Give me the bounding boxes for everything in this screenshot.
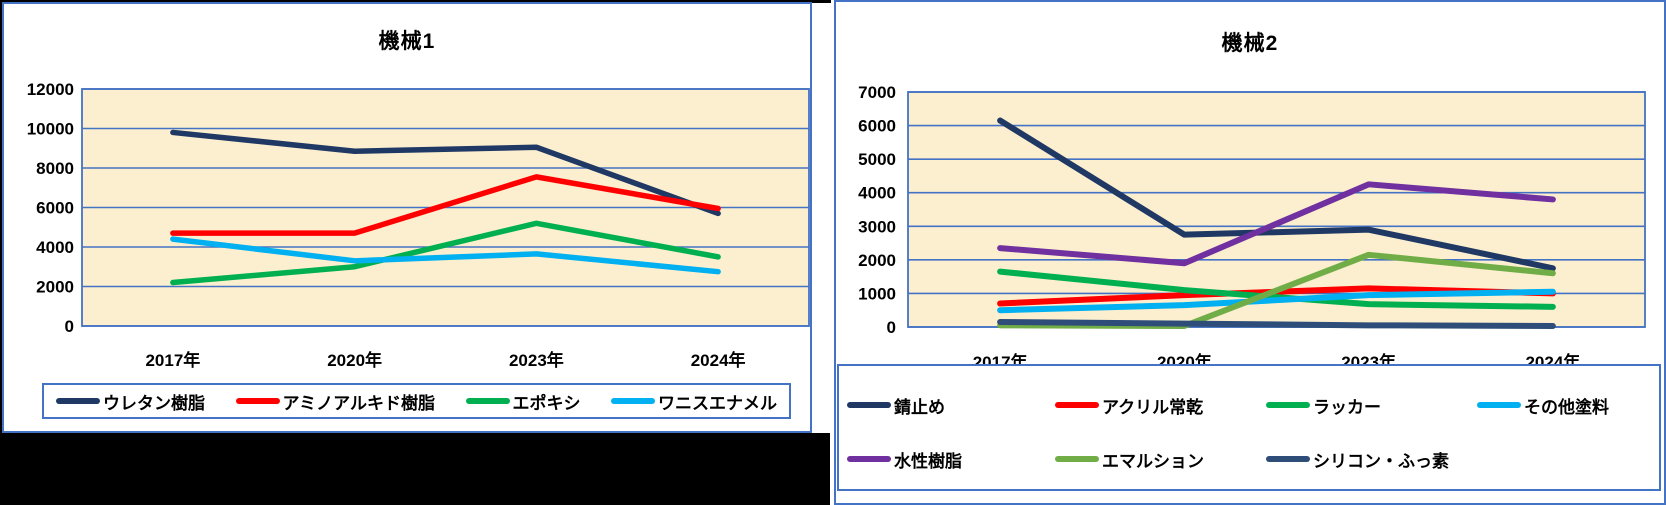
y-tick-label: 3000	[858, 217, 896, 236]
legend-label: ワニスエナメル	[658, 393, 777, 413]
legend-label: 水性樹脂	[894, 451, 962, 471]
legend-label: 錆止め	[894, 397, 945, 417]
y-tick-label: 10000	[27, 120, 74, 139]
legend-item: 錆止め	[847, 393, 945, 417]
legend-item: アミノアルキド樹脂	[235, 389, 436, 414]
legend-marker-icon	[235, 398, 280, 404]
legend-label: シリコン・ふっ素	[1313, 451, 1449, 471]
legend-item: ワニスエナメル	[611, 389, 777, 414]
legend-marker-icon	[1055, 402, 1099, 408]
chart1-plot-svg: 12000 10000 8000 6000 4000 2000 0 2017年 2020年 202…	[27, 80, 810, 370]
legend-marker-icon	[847, 402, 891, 408]
y-tick-label: 2000	[36, 278, 74, 297]
x-tick-label: 2024年	[691, 350, 746, 370]
legend-marker-icon	[56, 398, 100, 404]
legend-marker-icon	[1055, 456, 1099, 462]
legend-item: エマルション	[1055, 447, 1204, 471]
legend-item: ウレタン樹脂	[56, 389, 205, 414]
chart-machine2: 機械2 7000 6000 5000 4000 3000 2000 1000 0 2017年 20…	[834, 0, 1666, 505]
legend-label: アクリル常乾	[1102, 397, 1204, 417]
legend-label: ウレタン樹脂	[103, 393, 205, 413]
legend-item: アクリル常乾	[1055, 393, 1203, 417]
chart1-legend: ウレタン樹脂 アミノアルキド樹脂 エポキシ ワニスエナメル	[42, 383, 791, 419]
legend-marker-icon	[611, 398, 655, 404]
legend-label: ラッカー	[1313, 397, 1381, 417]
series-line	[170, 129, 721, 217]
legend-label: アミノアルキド樹脂	[282, 393, 436, 413]
legend-marker-icon	[465, 398, 510, 404]
legend-marker-icon	[1477, 402, 1521, 408]
series-line	[997, 318, 1556, 329]
x-tick-label: 2017年	[145, 350, 200, 370]
series-line	[997, 288, 1556, 314]
legend-item: エポキシ	[465, 389, 581, 414]
y-tick-label: 12000	[27, 80, 74, 99]
series-line	[997, 181, 1556, 267]
y-tick-label: 4000	[36, 238, 74, 257]
legend-marker-icon	[1266, 402, 1310, 408]
series-line	[997, 268, 1556, 310]
y-tick-label: 4000	[858, 184, 896, 203]
series-line	[170, 220, 721, 286]
y-tick-label: 5000	[858, 150, 896, 169]
series-line	[170, 174, 721, 236]
y-tick-label: 7000	[858, 83, 896, 102]
legend-item: その他塗料	[1477, 393, 1609, 417]
y-tick-label: 6000	[36, 199, 74, 218]
legend-marker-icon	[847, 456, 891, 462]
legend-label: エポキシ	[512, 393, 581, 413]
y-tick-label: 2000	[858, 251, 896, 270]
y-tick-label: 0	[65, 317, 74, 336]
y-tick-label: 8000	[36, 159, 74, 178]
x-tick-label: 2020年	[327, 350, 382, 370]
legend-marker-icon	[1266, 456, 1310, 462]
black-edge-left	[0, 0, 3, 433]
y-tick-label: 1000	[858, 284, 896, 303]
chart2-legend: 錆止め アクリル常乾 ラッカー その他塗料水性樹脂 エマルション シリコン・ふっ素	[837, 364, 1661, 491]
chart-machine1: 機械1 12000 10000 8000 6000 4000 2000 0 2017年 2020…	[2, 2, 812, 433]
y-tick-label: 6000	[858, 117, 896, 136]
legend-label: エマルション	[1102, 451, 1204, 471]
series-line	[997, 117, 1556, 272]
x-tick-label: 2023年	[509, 350, 564, 370]
chart1-title: 機械1	[378, 30, 436, 53]
black-bottom-region	[0, 433, 830, 505]
legend-item: ラッカー	[1266, 393, 1381, 417]
legend-item: シリコン・ふっ素	[1266, 447, 1449, 471]
y-tick-label: 0	[887, 318, 896, 337]
series-line	[170, 236, 721, 275]
black-edge-top	[0, 0, 831, 3]
legend-item: 水性樹脂	[847, 447, 962, 471]
plot-border	[81, 88, 810, 327]
chart2-title: 機械2	[1221, 32, 1279, 55]
legend-label: その他塗料	[1524, 397, 1609, 417]
